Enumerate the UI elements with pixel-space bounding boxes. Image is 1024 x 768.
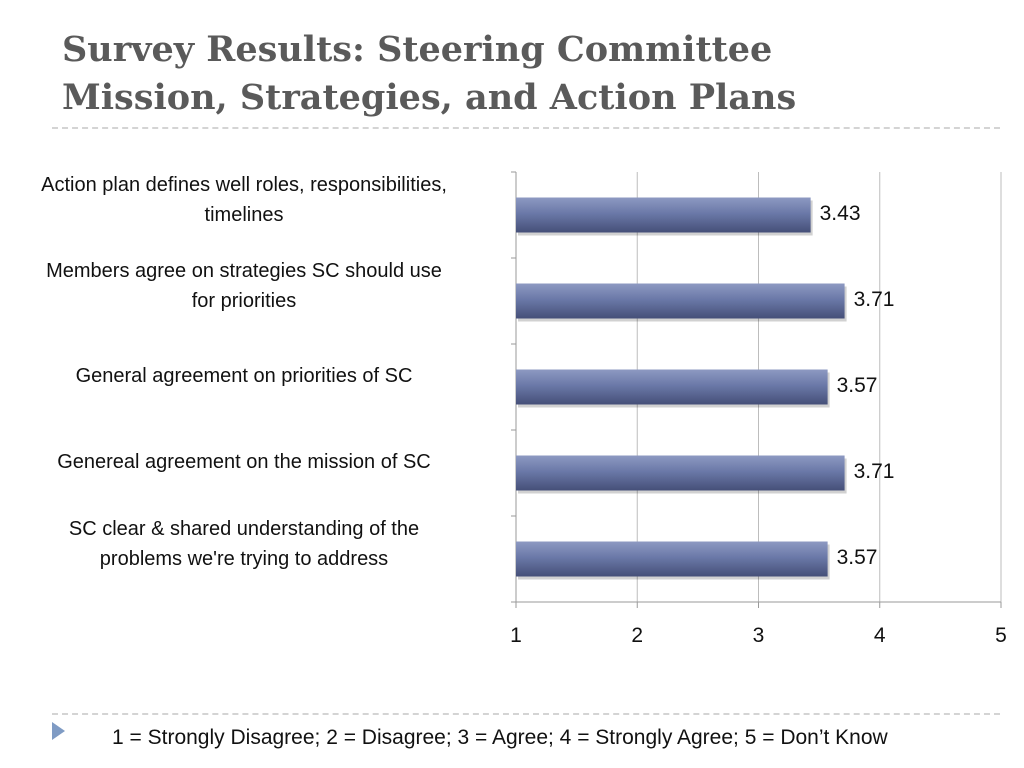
x-tick-label: 2 bbox=[631, 624, 643, 647]
bar-value-label: 3.71 bbox=[854, 288, 895, 311]
scale-legend-note: 1 = Strongly Disagree; 2 = Disagree; 3 =… bbox=[112, 726, 888, 749]
category-label-line: Members agree on strategies SC should us… bbox=[46, 260, 442, 282]
bars bbox=[516, 197, 847, 580]
x-tick-label: 1 bbox=[510, 624, 522, 647]
category-label-line: problems we're trying to address bbox=[99, 548, 389, 570]
category-label: Members agree on strategies SC should us… bbox=[0, 256, 494, 316]
category-label-line: SC clear & shared understanding of the bbox=[68, 518, 420, 540]
bar bbox=[516, 197, 811, 233]
bar bbox=[516, 369, 828, 405]
x-tick-label: 4 bbox=[874, 624, 886, 647]
x-tick-label: 5 bbox=[995, 624, 1007, 647]
category-label-line: for priorities bbox=[191, 290, 297, 312]
footer-divider bbox=[52, 713, 1000, 715]
bar-value-label: 3.57 bbox=[837, 374, 878, 397]
category-label-line: Genereal agreement on the mission of SC bbox=[57, 451, 431, 473]
category-label-line: timelines bbox=[204, 204, 284, 226]
title-line-2: Mission, Strategies, and Action Plans bbox=[62, 77, 797, 118]
category-label: Genereal agreement on the mission of SC bbox=[0, 447, 494, 477]
x-tick-label: 3 bbox=[753, 624, 765, 647]
triangle-bullet-icon bbox=[52, 722, 65, 740]
category-label-line: Action plan defines well roles, responsi… bbox=[41, 174, 447, 196]
bar bbox=[516, 283, 845, 319]
bar-value-label: 3.57 bbox=[837, 546, 878, 569]
title-divider bbox=[52, 127, 1000, 129]
category-label-line: General agreement on priorities of SC bbox=[75, 365, 413, 387]
category-label: Action plan defines well roles, responsi… bbox=[0, 170, 494, 230]
bar-value-label: 3.71 bbox=[854, 460, 895, 483]
data-labels: 3.43 3.71 3.57 3.71 3.57 bbox=[820, 202, 895, 569]
category-label: SC clear & shared understanding of the pr… bbox=[0, 514, 494, 574]
title-line-1: Survey Results: Steering Committee bbox=[62, 29, 773, 70]
bar bbox=[516, 541, 828, 577]
bar bbox=[516, 455, 845, 491]
bar-value-label: 3.43 bbox=[820, 202, 861, 225]
page-title: Survey Results: Steering Committee Missi… bbox=[62, 26, 962, 122]
category-label: General agreement on priorities of SC bbox=[0, 361, 494, 391]
